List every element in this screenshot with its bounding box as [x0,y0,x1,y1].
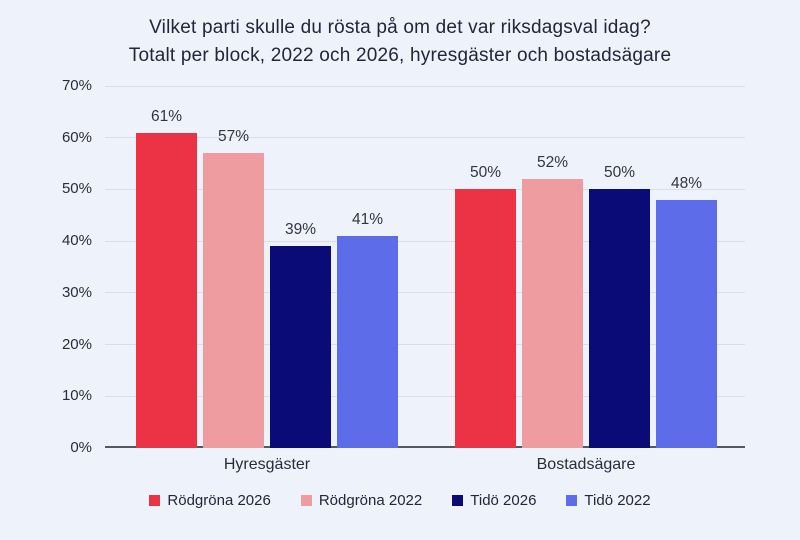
legend-label: Rödgröna 2022 [318,492,423,509]
bar-r-dgr-na-2022-hyresgäster [203,153,264,448]
legend-item-tid-2022: Tidö 2022 [566,492,651,509]
legend-label: Tidö 2026 [470,492,537,509]
bar-value-label: 48% [670,174,703,192]
gridline [105,85,745,87]
y-tick-label: 20% [61,335,92,353]
chart-title-line1: Vilket parti skulle du rösta på om det v… [149,17,651,38]
legend-label: Tidö 2022 [584,492,651,509]
y-tick-label: 10% [61,387,92,405]
y-tick-label: 0% [70,439,92,456]
y-tick-label: 50% [61,180,92,198]
y-tick-label: 30% [61,283,92,301]
x-category-label-hyresgäster: Hyresgäster [223,456,311,473]
gridline [105,344,745,346]
bar-tid-2026-hyresgäster [270,246,331,448]
y-tick-label: 70% [61,77,92,94]
bar-tid-2022-bostadsägare [656,199,717,448]
bar-value-label: 41% [351,210,384,228]
bar-value-label: 61% [150,107,183,125]
legend-label: Rödgröna 2026 [167,492,271,509]
legend-swatch-icon [300,495,312,506]
legend-swatch-icon [452,495,464,506]
legend: Rödgröna 2026 Rödgröna 2022 Tidö 2026 Tidö … [0,492,800,509]
legend-swatch-icon [566,495,578,506]
bar-value-label: 39% [284,221,317,239]
legend-swatch-icon [149,495,161,506]
bar-value-label: 50% [469,164,502,182]
bar-r-dgr-na-2026-bostadsägare [455,189,516,448]
gridline [105,137,745,139]
bar-tid-2026-bostadsägare [589,189,650,448]
legend-item-tid-2026: Tidö 2026 [452,492,536,509]
gridline [105,188,745,190]
gridline [105,292,745,294]
x-category-label-bostadsägare: Bostadsägare [536,456,636,473]
bar-r-dgr-na-2022-bostadsägare [522,179,583,448]
y-tick-label: 40% [61,232,92,250]
bar-value-label: 52% [536,154,569,172]
x-axis-line [105,446,745,448]
chart-title: Vilket parti skulle du rösta på om det v… [0,14,800,70]
bar-tid-2022-hyresgäster [337,236,398,448]
bar-r-dgr-na-2026-hyresgäster [136,132,197,448]
legend-item-r-dgr-na-2026: Rödgröna 2026 [149,492,271,509]
plot-area: 0% 10% 20% 30% 40% 50% 60% 70% 61% 57% 39% 41% 50% 52… [62,77,745,456]
bar-value-label: 50% [603,164,636,182]
chart-title-line2: Totalt per block, 2022 och 2026, hyresgä… [128,45,672,66]
y-tick-label: 60% [61,128,92,146]
gridline [105,240,745,242]
bar-value-label: 57% [217,128,250,146]
gridline [105,395,745,397]
legend-item-r-dgr-na-2022: Rödgröna 2022 [300,492,423,509]
